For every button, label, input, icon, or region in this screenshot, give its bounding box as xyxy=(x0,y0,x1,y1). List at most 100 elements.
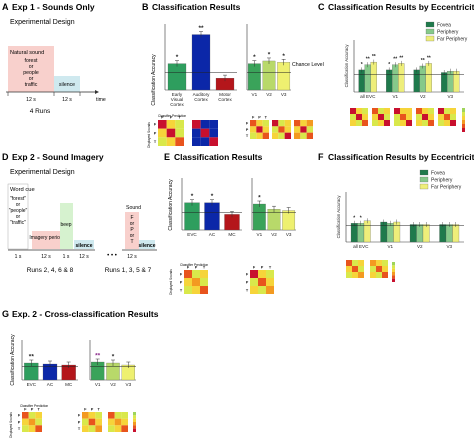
c-matrix-evc-p-cell xyxy=(372,108,378,114)
C-xlabel-3: V2 xyxy=(420,94,426,99)
F-ylabel: Classification Accuracy xyxy=(336,195,341,239)
c-matrix-v1-cell xyxy=(394,114,400,120)
g-colorbar-segment xyxy=(133,425,136,429)
imagery-label: Imagery period xyxy=(29,235,63,241)
b-matrix-v1 xyxy=(250,120,269,139)
c-matrix-evc-p-cell xyxy=(378,114,384,120)
C-legend-label-2: Periphery xyxy=(437,30,459,36)
g-v1-row-F: F xyxy=(78,414,81,418)
C-bar-4-2 xyxy=(447,71,454,93)
panel-d: D Exp 2 - Sound Imagery Experimental Des… xyxy=(2,152,157,274)
panel-g-letter: G xyxy=(2,309,9,319)
E-right-xlabel-2: V2 xyxy=(271,232,277,237)
B-left-sig-2: ** xyxy=(198,25,204,32)
cue-line-5: "traffic" xyxy=(10,220,26,226)
e-evc-col-T: T xyxy=(203,266,206,270)
b-matrix-v3-cell xyxy=(300,126,307,133)
b-matrix-v2-cell xyxy=(278,120,285,127)
C-xlabel-1: all EVC xyxy=(360,94,376,99)
b-evc-col-F: F xyxy=(161,116,164,120)
panel-g: G Exp. 2 - Cross-classification Results … xyxy=(2,309,159,438)
e-matrix-evc-cell xyxy=(192,270,200,278)
cue-line-2: or xyxy=(16,202,21,208)
b-matrix-ac-cell xyxy=(200,120,210,129)
C-bar-1-3 xyxy=(370,61,377,93)
c-matrix-v2-cell xyxy=(428,114,434,120)
F-xlabel-4: V3 xyxy=(446,244,452,249)
g-matrix-evc-cell xyxy=(28,412,36,419)
e-evc-col-P: P xyxy=(195,266,198,270)
e-evc-row-P: P xyxy=(180,280,183,284)
classifier-prediction-label: Classifier Prediction xyxy=(158,114,186,118)
E-left-xlabel-line: MC xyxy=(228,232,236,237)
f-matrix-v1-cell xyxy=(376,266,382,272)
F-bar-4-3 xyxy=(452,224,460,243)
b-matrix-ac-cell xyxy=(192,137,201,146)
b-matrix-evc-cell xyxy=(166,128,176,138)
b-matrix-evc-cell xyxy=(166,120,176,129)
runs-a-label: Runs 2, 4, 6 & 8 xyxy=(27,267,74,274)
e-v1-col-F: F xyxy=(253,266,256,270)
b-matrix-v3-cell xyxy=(306,120,313,127)
word-cue-title: Word cue xyxy=(10,187,35,193)
e-v1-row-F: F xyxy=(246,272,249,276)
f-colorbar-segment xyxy=(392,262,395,266)
g-matrix-evc-cell xyxy=(22,425,29,432)
E-left-xlabel-line: AC xyxy=(209,232,216,237)
b-matrix-ac-cell xyxy=(200,137,210,146)
c-matrix-v1-cell xyxy=(400,114,406,120)
b-v1-row-F: F xyxy=(246,121,249,125)
f-matrix-evc-cell xyxy=(346,272,352,278)
c-colorbar-segment xyxy=(462,112,465,116)
e-evc-row-F: F xyxy=(180,272,183,276)
F-sig-1-1: * xyxy=(353,215,355,221)
panel-c-title: Classification Results by Eccentricity xyxy=(328,2,474,12)
b-matrix-v1-cell xyxy=(262,120,269,127)
b-evc-row-F: F xyxy=(154,123,157,127)
beep-block xyxy=(60,203,73,249)
c-matrix-evc-p xyxy=(372,108,390,126)
F-legend-swatch-2 xyxy=(419,176,429,183)
f-colorbar-segment xyxy=(392,265,395,269)
b-matrix-v2-cell xyxy=(272,126,279,133)
e-matrix-v1-cell xyxy=(250,278,258,286)
F-bar-1-2 xyxy=(357,223,365,243)
f-matrix-evc-cell xyxy=(358,266,364,272)
b-matrix-evc-cell xyxy=(166,137,176,146)
confusion-matrices xyxy=(22,108,465,432)
f-colorbar-segment xyxy=(392,278,395,282)
panel-b-title: Classification Results xyxy=(152,2,241,12)
b-matrix-v2-cell xyxy=(284,132,291,139)
e-matrix-evc-cell xyxy=(184,278,192,286)
c-matrix-evc-p-cell xyxy=(384,108,390,114)
sound-d-line-5: T xyxy=(130,239,133,245)
f-matrix-evc-cell xyxy=(346,266,352,272)
duration-silence: 12 s xyxy=(62,97,72,103)
f-matrix-evc-cell xyxy=(352,260,358,266)
panel-b: B Classification Results Classification … xyxy=(142,2,324,148)
panel-e-title: Classification Results xyxy=(174,152,263,162)
C-sig-2-3: ** xyxy=(399,55,403,61)
g-matrix-evc-cell xyxy=(22,418,29,426)
F-bar-2-2 xyxy=(386,223,394,243)
G-right-xlabel-line: V2 xyxy=(110,382,116,387)
g-matrix-evc-cell xyxy=(22,412,29,419)
B-right-xlabel-3: V3 xyxy=(281,92,287,97)
B-left-xlabel-line: Cortex xyxy=(170,102,184,107)
C-bar-4-1 xyxy=(441,72,448,93)
B-left-xlabel-1: Early Visual Cortex xyxy=(170,92,184,107)
b-v1-row-T: T xyxy=(246,134,249,138)
G-left-sig-1: ** xyxy=(29,354,35,361)
g-matrix-v2-cell xyxy=(114,418,122,426)
c-matrix-v2-cell xyxy=(416,120,422,126)
G-right-sig-1: ** xyxy=(95,353,101,360)
e-matrix-evc-cell xyxy=(192,278,200,286)
b-matrix-v3-cell xyxy=(294,120,301,127)
panel-g-title: Exp. 2 - Cross-classification Results xyxy=(12,309,159,319)
c-colorbar xyxy=(462,108,465,132)
C-xlabel-4: V3 xyxy=(447,94,453,99)
b-v1-col-F: F xyxy=(252,116,255,120)
C-bar-3-3 xyxy=(425,63,432,93)
chart-g-right: ** V1 * V2 V3 xyxy=(89,340,136,387)
panel-f-letter: F xyxy=(318,152,324,162)
